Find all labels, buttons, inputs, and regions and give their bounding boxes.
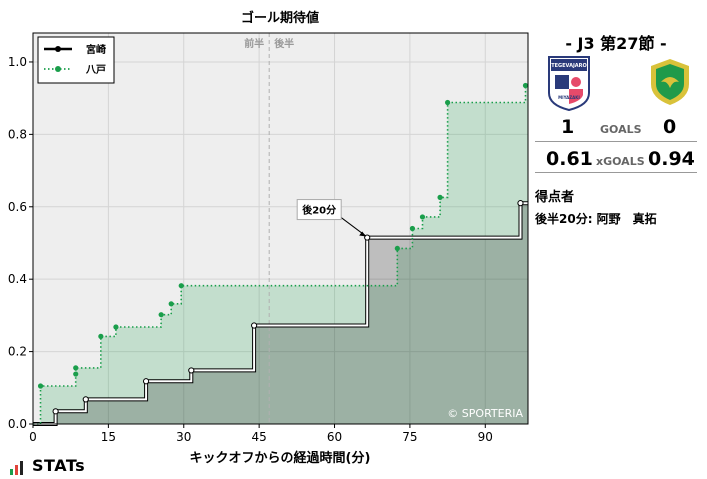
y-tick-label-4: 0.8 <box>8 127 27 141</box>
x-axis-ticks: 0 15 30 45 60 75 90 <box>29 424 493 444</box>
halftime-marker: 前半 後半 <box>244 33 294 424</box>
point-宮崎-3 <box>142 378 150 385</box>
home-crest-sub: MIYAZAKI <box>558 95 580 100</box>
point-宮崎-2 <box>82 396 89 403</box>
series-areas <box>33 85 528 424</box>
match-title: - J3 第27節 - <box>565 34 667 53</box>
home-crest-icon: TEGEVAJARO MIYAZAKI <box>548 56 590 111</box>
point-八戸-2 <box>73 371 79 377</box>
home-score: 1 <box>561 116 575 138</box>
point-八戸-14 <box>522 82 529 89</box>
point-八戸-1 <box>37 383 44 389</box>
home-xg: 0.61 <box>546 148 593 170</box>
y-tick-label-3: 0.6 <box>8 200 27 214</box>
point-八戸-5 <box>113 324 119 330</box>
point-八戸-6 <box>158 312 164 318</box>
plot-frame <box>32 32 529 425</box>
point-宮崎-5 <box>251 322 258 329</box>
point-八戸-10 <box>409 225 416 232</box>
xg-divider <box>535 172 697 173</box>
annotation-arrowhead-0 <box>359 231 367 237</box>
x-tick-label-0: 0 <box>29 430 37 444</box>
second-half-label: 後半 <box>274 37 294 50</box>
x-tick-label-90: 90 <box>478 430 493 444</box>
area-宮崎 <box>33 203 528 424</box>
y-tick-label-5: 1.0 <box>8 55 27 69</box>
annotation-box-0 <box>296 199 342 221</box>
y-axis-ticks: 0.0 0.2 0.4 0.6 0.8 1.0 <box>8 55 33 431</box>
first-half-label: 前半 <box>244 37 264 50</box>
legend-box <box>37 36 115 84</box>
point-八戸-7 <box>168 301 174 307</box>
legend-label-八戸: 八戸 <box>85 64 106 76</box>
x-tick-label-15: 15 <box>101 430 116 444</box>
legend-label-宮崎: 宮崎 <box>86 43 106 56</box>
point-八戸-12 <box>437 194 443 200</box>
line-inner-宮崎 <box>33 202 528 425</box>
home-crest-text: TEGEVAJARO <box>551 63 587 69</box>
x-tick-label-30: 30 <box>176 430 191 444</box>
point-八戸-3 <box>73 365 79 371</box>
x-tick-label-75: 75 <box>402 430 417 444</box>
watermark: © SPORTERIA <box>447 407 523 420</box>
point-八戸-13 <box>444 99 451 106</box>
point-宮崎-4 <box>188 367 195 374</box>
goals-label: GOALS <box>600 123 642 136</box>
score-divider <box>535 141 697 142</box>
annotation-pointer-0 <box>340 217 366 236</box>
point-八戸-8 <box>178 283 184 289</box>
x-tick-label-45: 45 <box>252 430 267 444</box>
scorer-line: 後半20分: 阿野 真拓 <box>535 212 657 226</box>
annotation-text-0: 後20分 <box>302 204 336 217</box>
x-axis-label: キックオフからの経過時間(分) <box>190 450 371 466</box>
away-score: 0 <box>663 116 677 138</box>
away-xg: 0.94 <box>648 148 695 170</box>
goal-annotations: 後20分 <box>296 199 367 237</box>
plot-background <box>33 33 528 424</box>
stats-logo: STATs <box>32 456 86 475</box>
point-八戸-9 <box>394 245 400 252</box>
y-tick-label-1: 0.2 <box>8 345 27 359</box>
point-八戸-11 <box>419 214 426 220</box>
point-宮崎-7 <box>517 200 524 207</box>
y-tick-label-2: 0.4 <box>8 272 27 286</box>
xg-label: xGOALS <box>596 155 645 168</box>
x-tick-label-60: 60 <box>327 430 342 444</box>
legend-marker-宮崎 <box>55 46 61 52</box>
scorers-heading: 得点者 <box>535 190 575 205</box>
point-宮崎-1 <box>52 408 59 415</box>
stats-logo-icon <box>10 461 23 475</box>
y-tick-label-0: 0.0 <box>8 417 27 431</box>
chart-title: ゴール期待値 <box>241 10 319 26</box>
legend-marker-八戸 <box>55 66 61 72</box>
area-八戸 <box>33 85 528 424</box>
away-crest-icon <box>651 59 689 105</box>
point-八戸-4 <box>98 333 104 339</box>
